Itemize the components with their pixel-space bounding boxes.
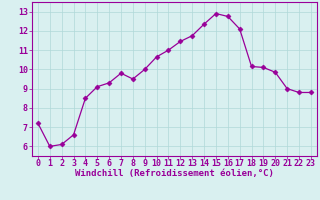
X-axis label: Windchill (Refroidissement éolien,°C): Windchill (Refroidissement éolien,°C)	[75, 169, 274, 178]
